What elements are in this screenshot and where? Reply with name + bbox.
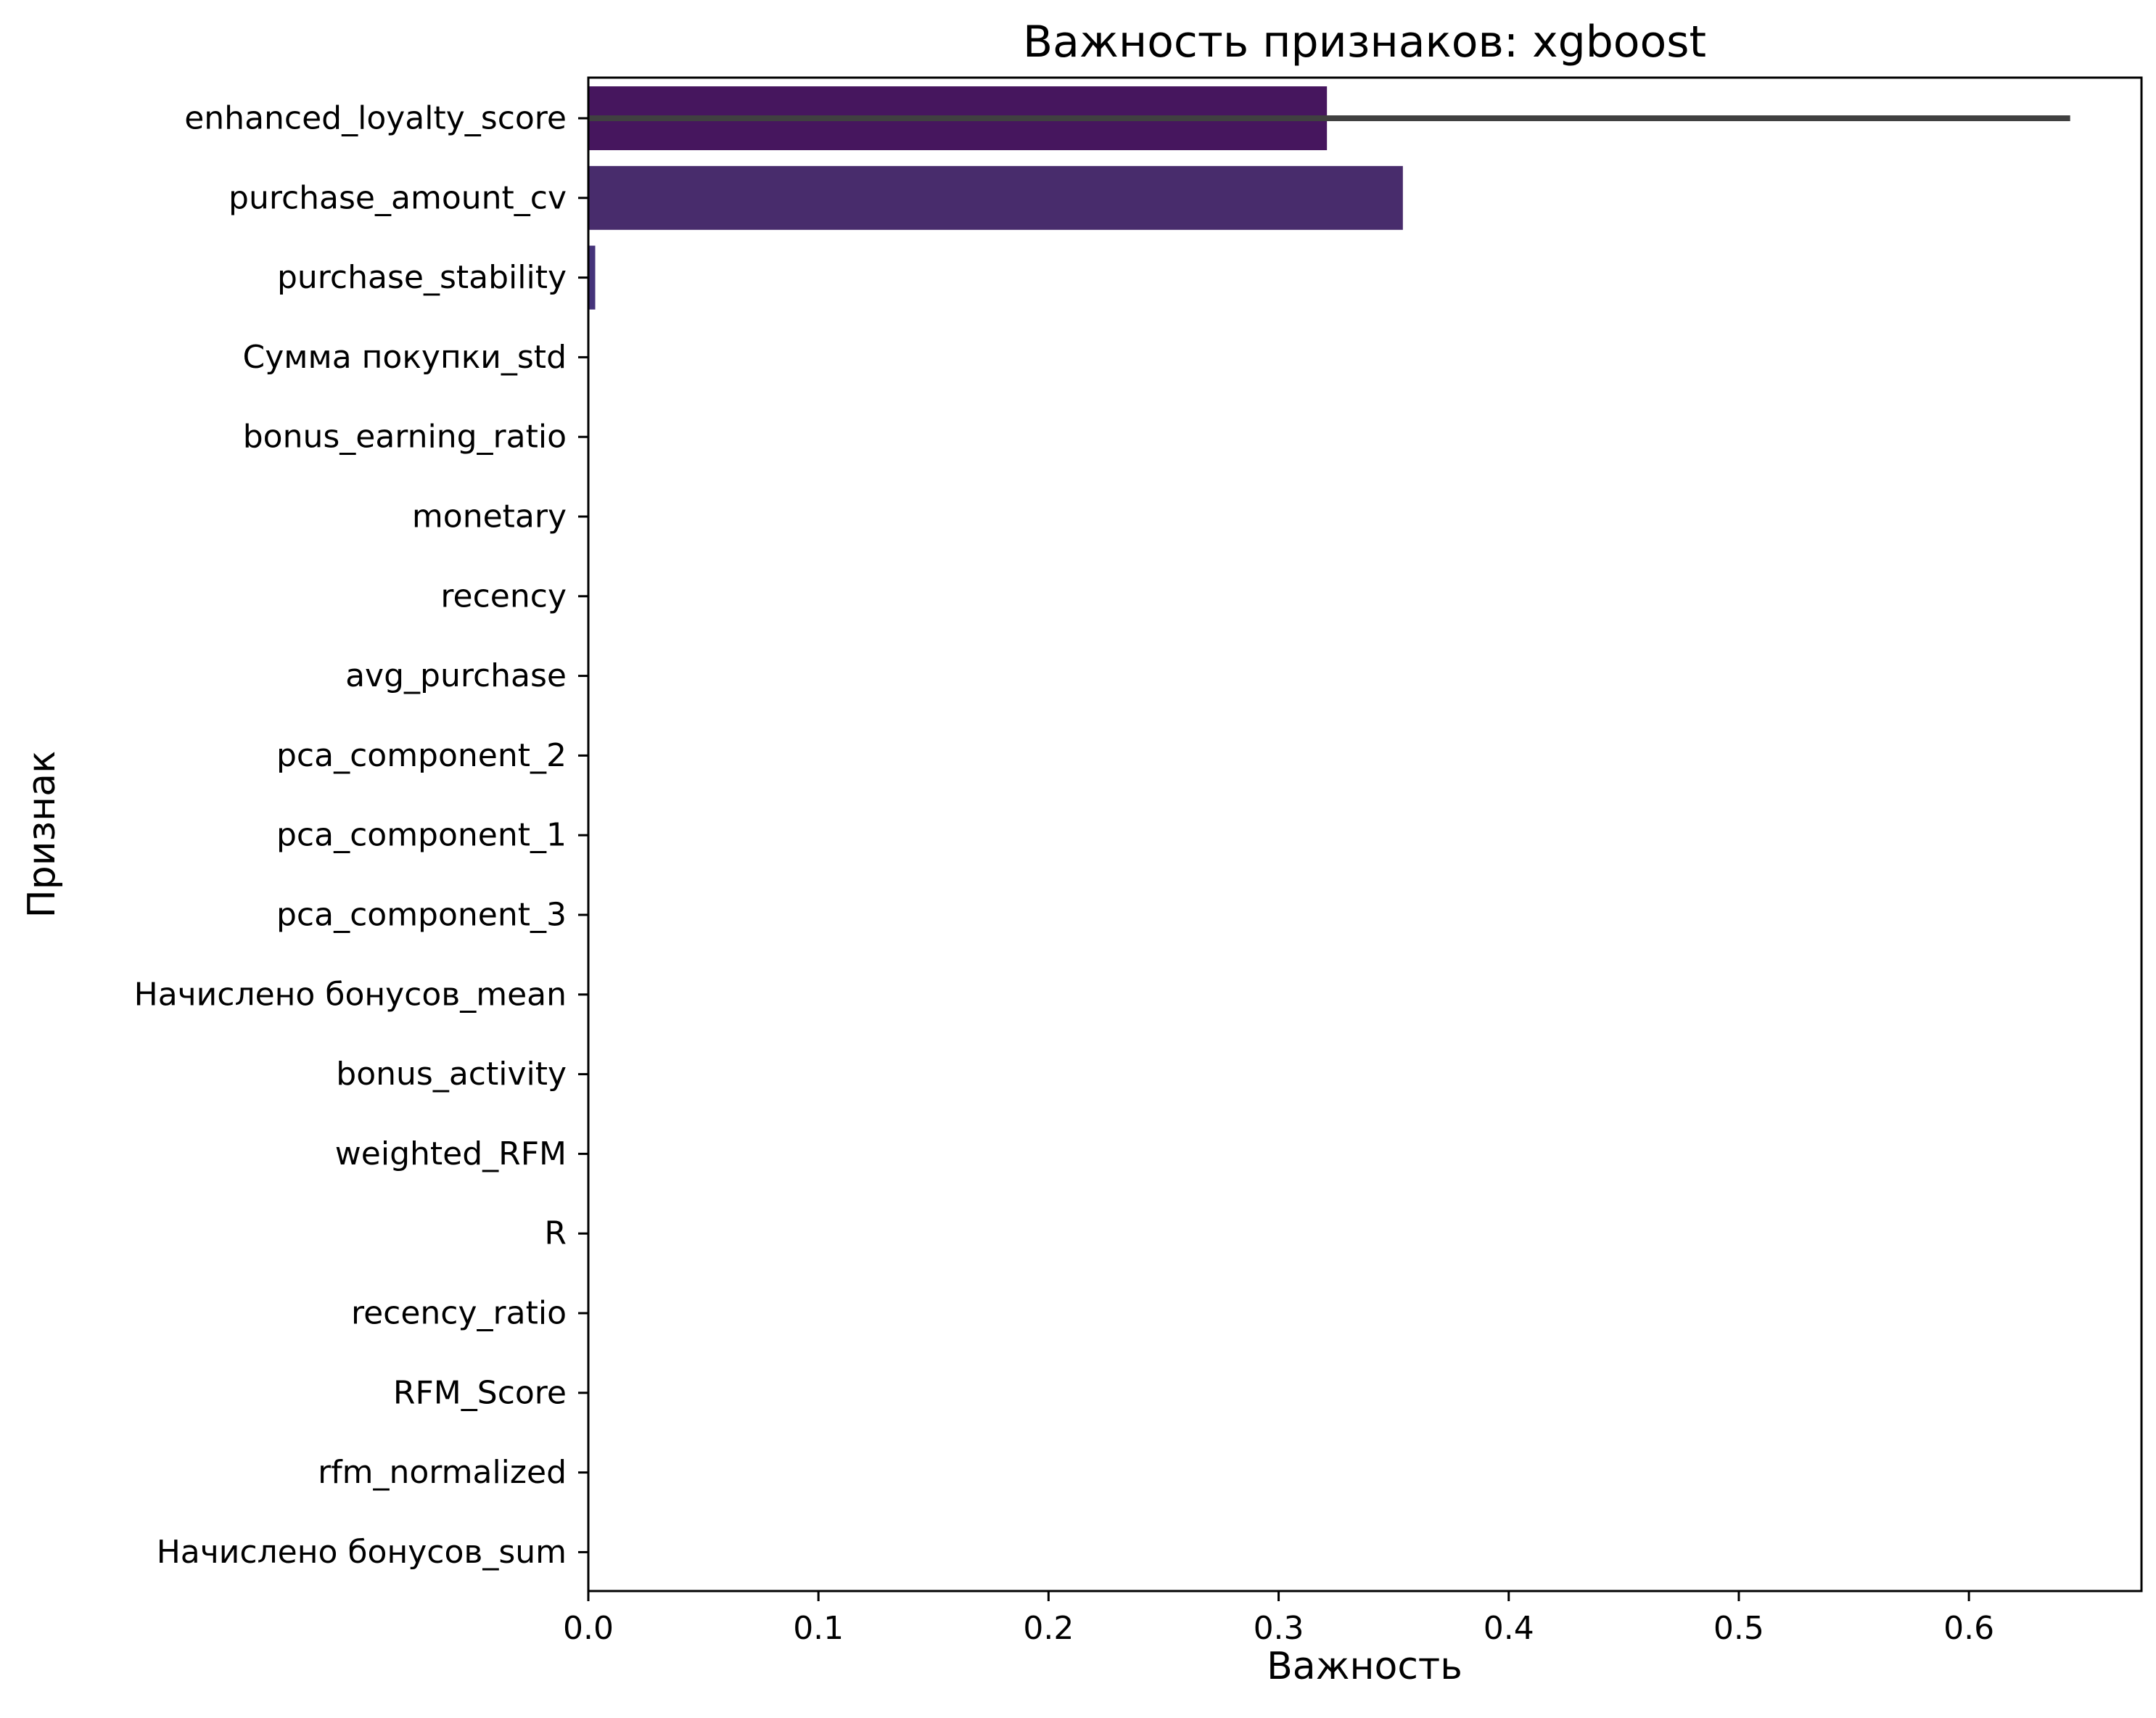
y-tick-label-bonus-earning-ratio: bonus_earning_ratio [243,419,567,456]
bar-purchase-stability [588,245,596,310]
y-tick-label-pca-component-1: pca_component_1 [276,817,567,854]
y-tick-label-purchase-amount-cv: purchase_amount_cv [229,179,567,216]
y-tick-label-rfm-normalized: rfm_normalized [318,1454,567,1491]
y-tick-label-rfm-score: RFM_Score [393,1374,567,1411]
y-axis-ticks: enhanced_loyalty_score purchase_amount_cv… [134,100,588,1571]
y-tick-label-r: R [544,1215,567,1252]
y-tick-label-recency-ratio: recency_ratio [351,1295,567,1332]
y-tick-label-pca-component-3: pca_component_3 [276,897,567,934]
x-axis-label: Важность [1267,1645,1462,1688]
bar-purchase-amount-cv [588,165,1403,230]
y-tick-label-recency: recency [440,578,567,615]
y-tick-label-начислено-бонусов-sum: Начислено бонусов_sum [157,1534,567,1571]
y-tick-label-monetary: monetary [412,498,567,535]
chart-title: Важность признаков: xgboost [1023,17,1706,67]
y-tick-label-weighted-rfm: weighted_RFM [335,1135,567,1172]
y-tick-label-начислено-бонусов-mean: Начислено бонусов_mean [134,976,567,1013]
y-tick-label-avg-purchase: avg_purchase [345,657,567,694]
x-tick-label-0-0: 0.0 [563,1610,614,1647]
x-tick-label-0-1: 0.1 [793,1610,844,1647]
x-tick-label-0-5: 0.5 [1713,1610,1764,1647]
y-tick-label-pca-component-2: pca_component_2 [276,737,567,774]
x-tick-label-0-3: 0.3 [1254,1610,1304,1647]
y-tick-label-enhanced-loyalty-score: enhanced_loyalty_score [184,100,567,137]
x-tick-label-0-2: 0.2 [1023,1610,1074,1647]
x-axis-ticks: 0.0 0.1 0.2 0.3 0.4 0.5 0.6 [563,1591,1994,1647]
y-axis-label: Признак [20,751,64,918]
x-tick-label-0-4: 0.4 [1484,1610,1534,1647]
y-tick-label-purchase-stability: purchase_stability [277,259,567,296]
plot-frame [587,76,2143,1592]
y-tick-label-bonus-activity: bonus_activity [336,1056,567,1093]
y-tick-label-сумма-покупки-std: Сумма покупки_std [243,339,567,376]
x-tick-label-0-6: 0.6 [1943,1610,1994,1647]
